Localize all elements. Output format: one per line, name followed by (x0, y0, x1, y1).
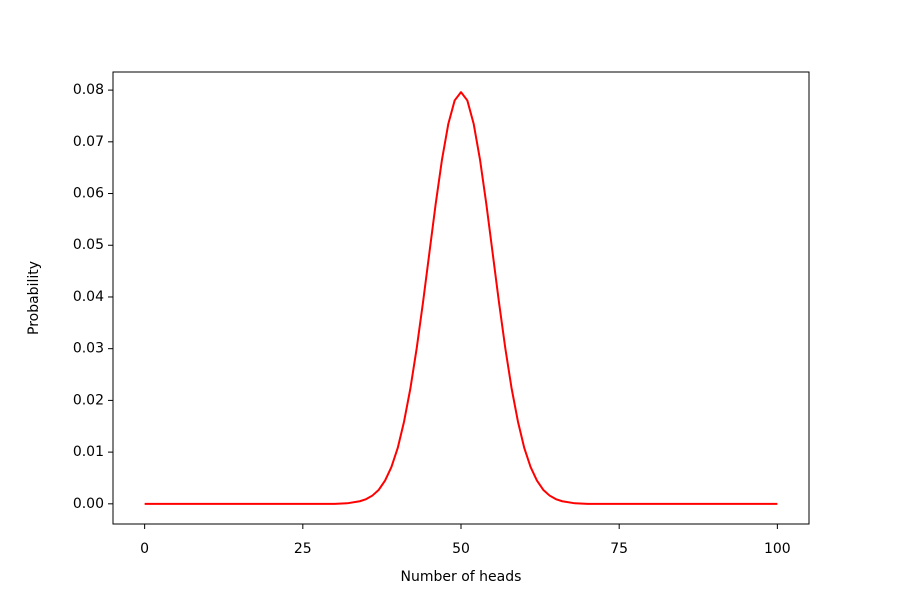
y-tick-label: 0.07 (73, 134, 104, 150)
y-tick-label: 0.08 (73, 82, 104, 98)
y-tick-label: 0.04 (73, 289, 104, 305)
x-tick-label: 50 (452, 541, 470, 557)
x-axis-label: Number of heads (401, 569, 522, 585)
line (144, 91, 778, 505)
y-tick-label: 0.02 (73, 392, 104, 408)
y-tick-label: 0.01 (73, 444, 104, 460)
y-tick-label: 0.03 (73, 341, 104, 357)
y-tick-label: 0.06 (73, 186, 104, 202)
y-axis-label: Probability (26, 261, 42, 335)
x-tick-label: 0 (140, 541, 149, 557)
y-tick-label: 0.05 (73, 237, 104, 253)
plot-frame (112, 71, 810, 525)
x-tick-label: 100 (764, 541, 791, 557)
y-tick-label: 0.00 (73, 496, 104, 512)
x-tick-label: 25 (294, 541, 312, 557)
x-tick-label: 75 (610, 541, 628, 557)
